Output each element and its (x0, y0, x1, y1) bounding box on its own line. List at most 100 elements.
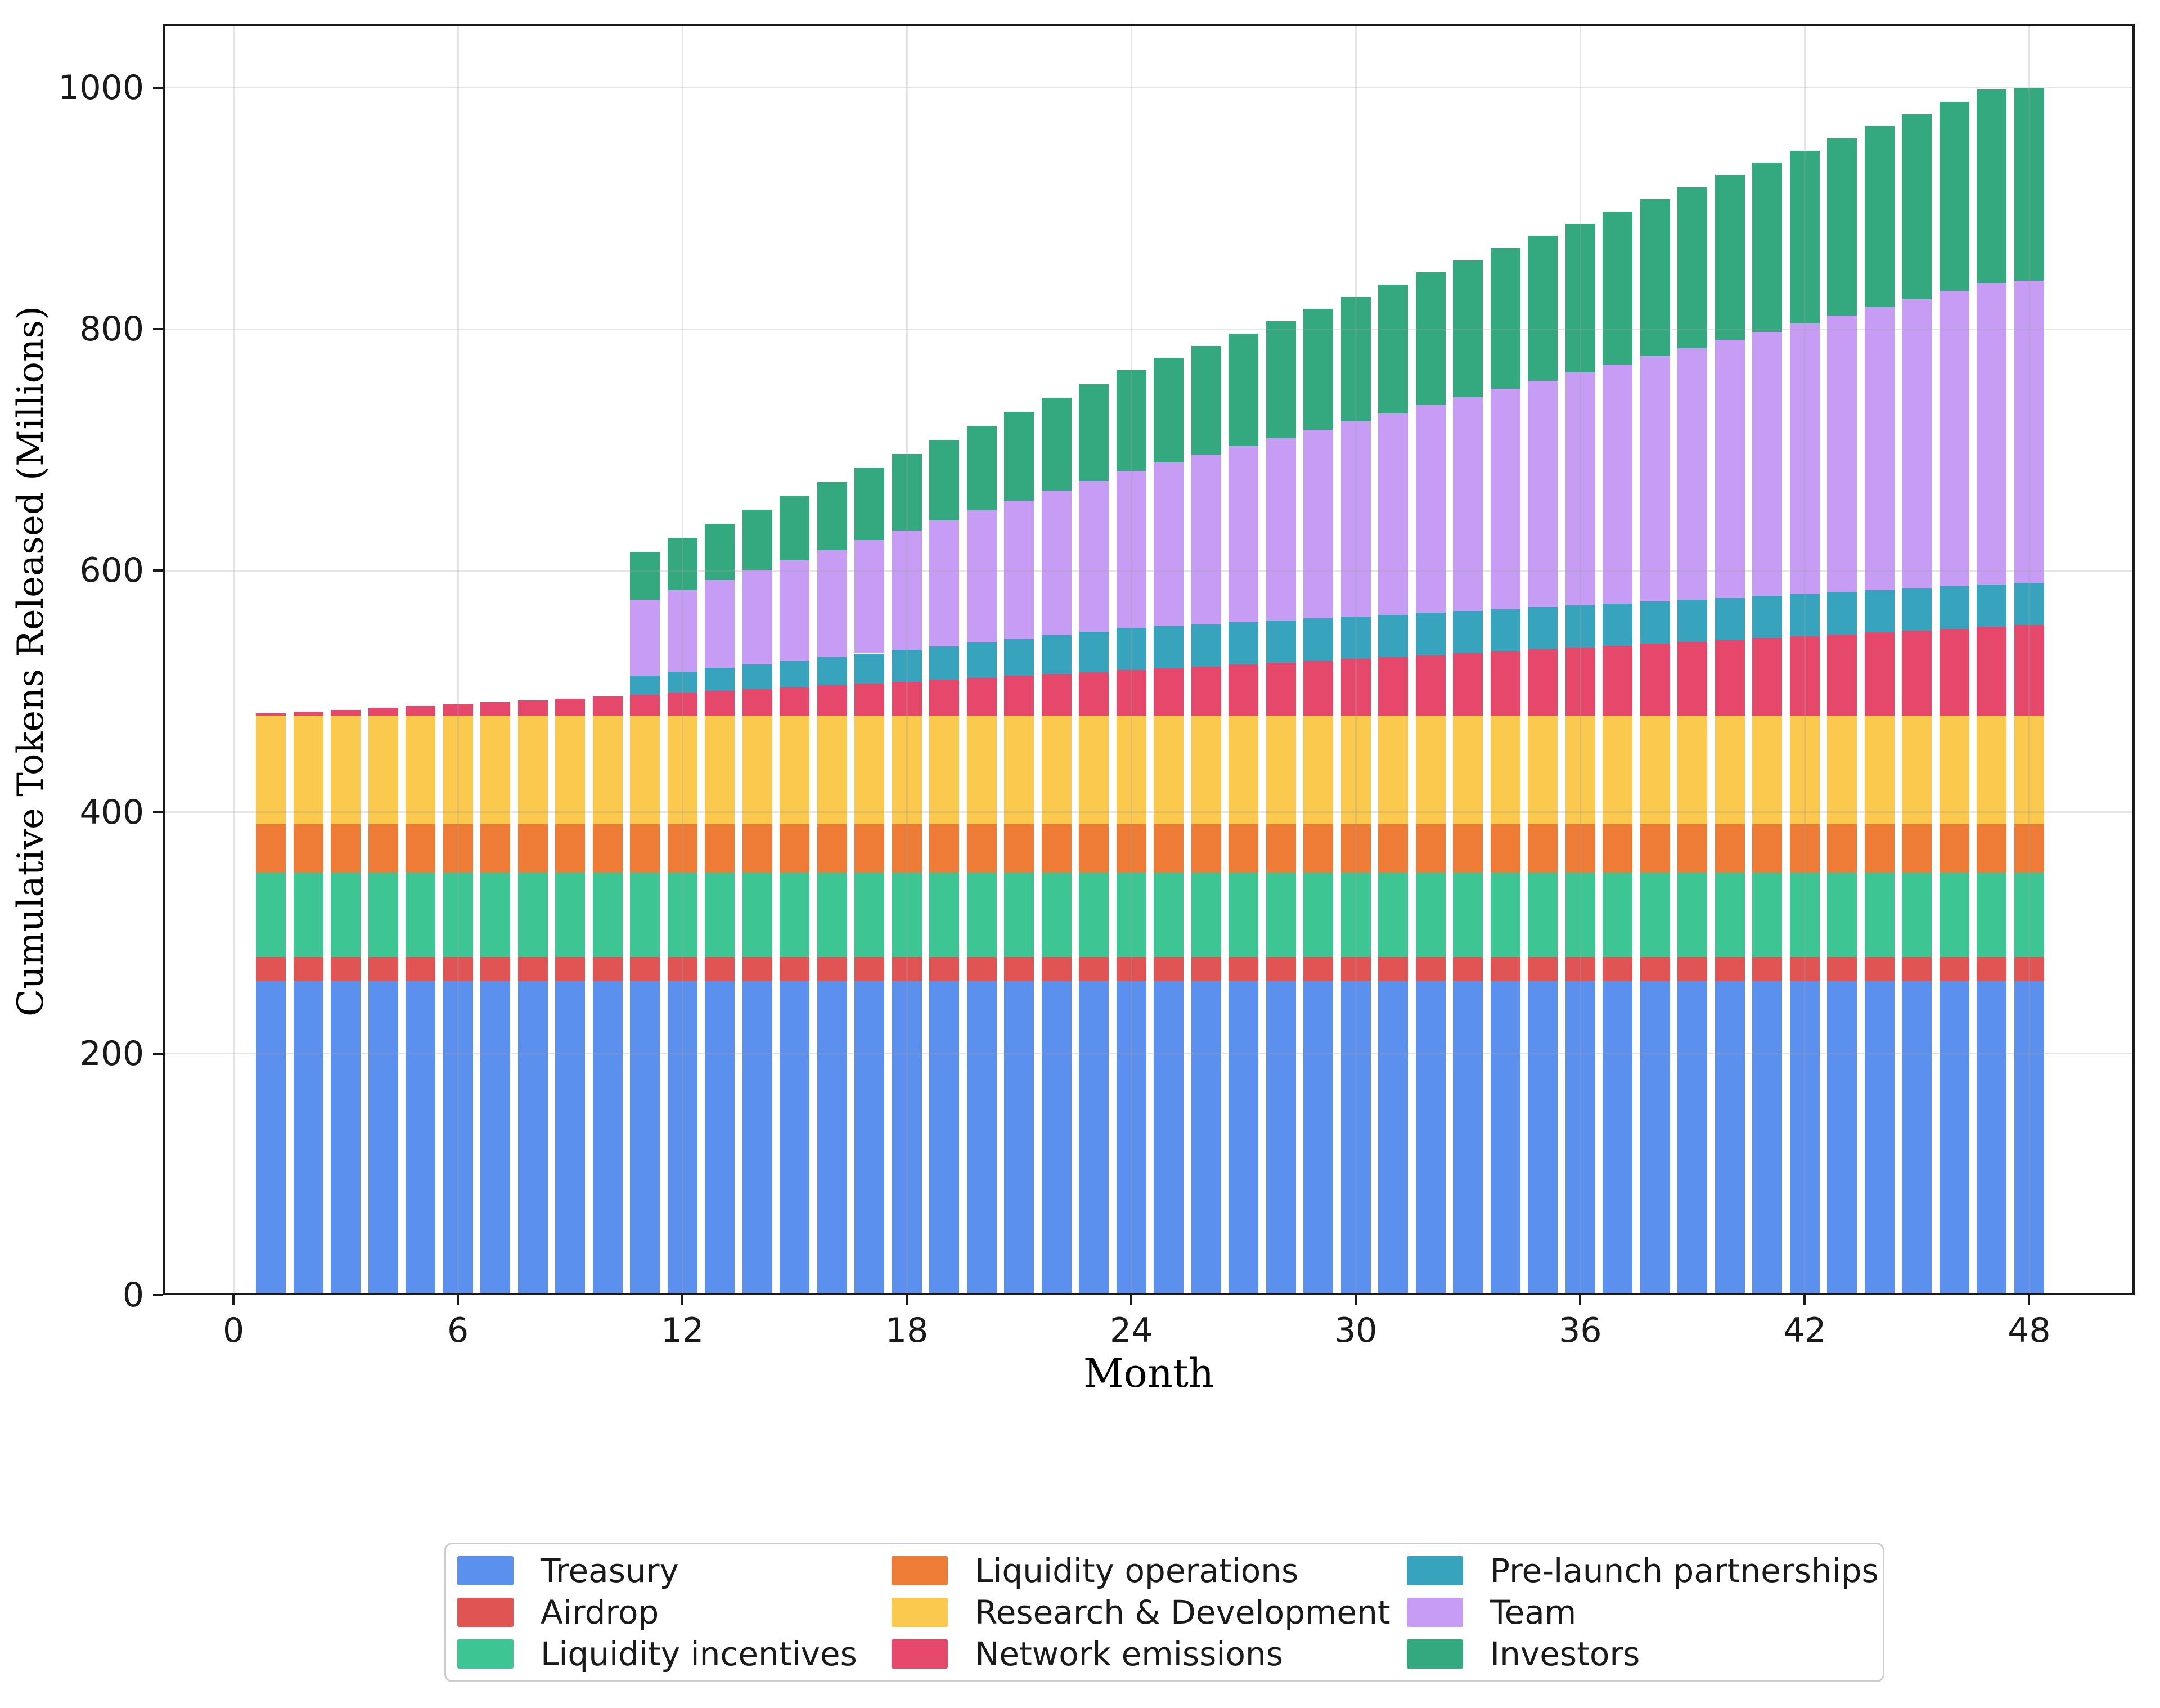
bar-segment (2014, 715, 2044, 824)
bar-segment (1977, 89, 2007, 283)
bar-segment (480, 872, 511, 958)
legend: Treasury Airdrop Liquidity incentives Li… (444, 1543, 1884, 1682)
bar-segment (443, 957, 473, 981)
bar-segment (817, 824, 847, 873)
bar-segment (1789, 981, 1820, 1295)
bar-segment (1714, 981, 1745, 1295)
bar-segment (1079, 631, 1109, 672)
bar-segment (1490, 957, 1520, 981)
bar-segment (1902, 588, 1932, 631)
bar-segment (1528, 715, 1558, 824)
bar-segment (1902, 630, 1932, 716)
y-tick-label: 200 (79, 1033, 144, 1073)
bar-segment (1228, 333, 1259, 447)
bar-segment (1041, 673, 1072, 716)
bar-segment (1378, 981, 1408, 1295)
bar-segment (854, 653, 885, 684)
bar-segment (2014, 582, 2044, 625)
bar-segment (780, 824, 810, 873)
legend-item-team: Team (1407, 1593, 1883, 1632)
bar-segment (1490, 715, 1520, 824)
bar-segment (1228, 622, 1259, 665)
legend-label: Airdrop (541, 1593, 659, 1631)
x-tick-mark (906, 1295, 908, 1305)
bar-segment (1303, 957, 1334, 981)
x-tick-label: 30 (1334, 1311, 1378, 1350)
y-gridline (163, 569, 2135, 572)
bar-segment (406, 981, 436, 1295)
liquidity-incentives-swatch-icon (457, 1639, 514, 1669)
bar-segment (1004, 412, 1034, 501)
bar-segment (1603, 957, 1633, 981)
bar-segment (1079, 981, 1109, 1295)
bar-segment (1902, 957, 1932, 981)
bar-segment (1453, 653, 1483, 716)
bar-segment (1079, 480, 1109, 632)
bar-segment (742, 570, 772, 665)
bar-segment (1079, 672, 1109, 716)
bar-segment (780, 560, 810, 661)
bar-segment (742, 981, 772, 1295)
bar-segment (817, 872, 847, 958)
bar-segment (293, 715, 323, 824)
bar-segment (368, 715, 398, 824)
bar-segment (1677, 187, 1708, 348)
bar-segment (1340, 659, 1371, 716)
bar-segment (1603, 645, 1633, 716)
bar-segment (892, 530, 922, 650)
bar-segment (1228, 981, 1259, 1295)
bar-segment (742, 689, 772, 716)
bar-segment (1864, 715, 1894, 824)
bar-segment (1415, 613, 1446, 655)
bar-segment (1378, 715, 1408, 824)
bar-segment (1565, 372, 1595, 605)
x-gridline (1130, 24, 1132, 1295)
bar-segment (1303, 824, 1334, 873)
bar-segment (443, 715, 473, 824)
bar-segment (929, 872, 960, 958)
bar-segment (1116, 981, 1146, 1295)
bar-segment (1228, 872, 1259, 958)
bar-segment (592, 715, 623, 824)
bar-segment (518, 824, 548, 873)
bar-segment (1191, 345, 1221, 455)
investors-swatch-icon (1407, 1639, 1463, 1669)
bar-segment (256, 715, 286, 824)
bar-segment (1266, 438, 1296, 621)
bar-segment (1453, 260, 1483, 397)
legend-item-liquidity-operations: Liquidity operations (892, 1551, 1407, 1590)
airdrop-swatch-icon (457, 1598, 514, 1627)
bar-segment (1453, 715, 1483, 824)
bar-segment (1116, 628, 1146, 671)
bar-segment (1864, 824, 1894, 873)
y-gridline (163, 87, 2135, 89)
bar-segment (1340, 824, 1371, 873)
bar-segment (1266, 715, 1296, 824)
bar-segment (1752, 824, 1783, 873)
bar-segment (1415, 272, 1446, 406)
bar-segment (892, 650, 922, 682)
y-axis-label: Cumulative Tokens Released (Millions) (10, 305, 52, 1017)
bar-segment (1528, 607, 1558, 650)
legend-item-network-emissions: Network emissions (892, 1634, 1407, 1674)
bar-segment (1453, 397, 1483, 611)
bar-segment (1864, 957, 1894, 981)
bar-segment (1191, 957, 1221, 981)
x-tick-label: 24 (1110, 1311, 1153, 1350)
bar-segment (480, 702, 511, 716)
bar-segment (256, 824, 286, 873)
bar-segment (1041, 635, 1072, 674)
x-gridline (232, 24, 235, 1295)
bar-segment (667, 715, 698, 824)
bar-segment (1827, 872, 1857, 958)
bar-segment (630, 551, 660, 600)
bar-segment (966, 642, 997, 678)
bar-segment (1939, 628, 1969, 716)
y-tick-label: 400 (79, 792, 144, 832)
bar-segment (929, 824, 960, 873)
bar-segment (1191, 715, 1221, 824)
bar-segment (1939, 957, 1969, 981)
bar-segment (2014, 624, 2044, 716)
bar-segment (1939, 101, 1969, 291)
